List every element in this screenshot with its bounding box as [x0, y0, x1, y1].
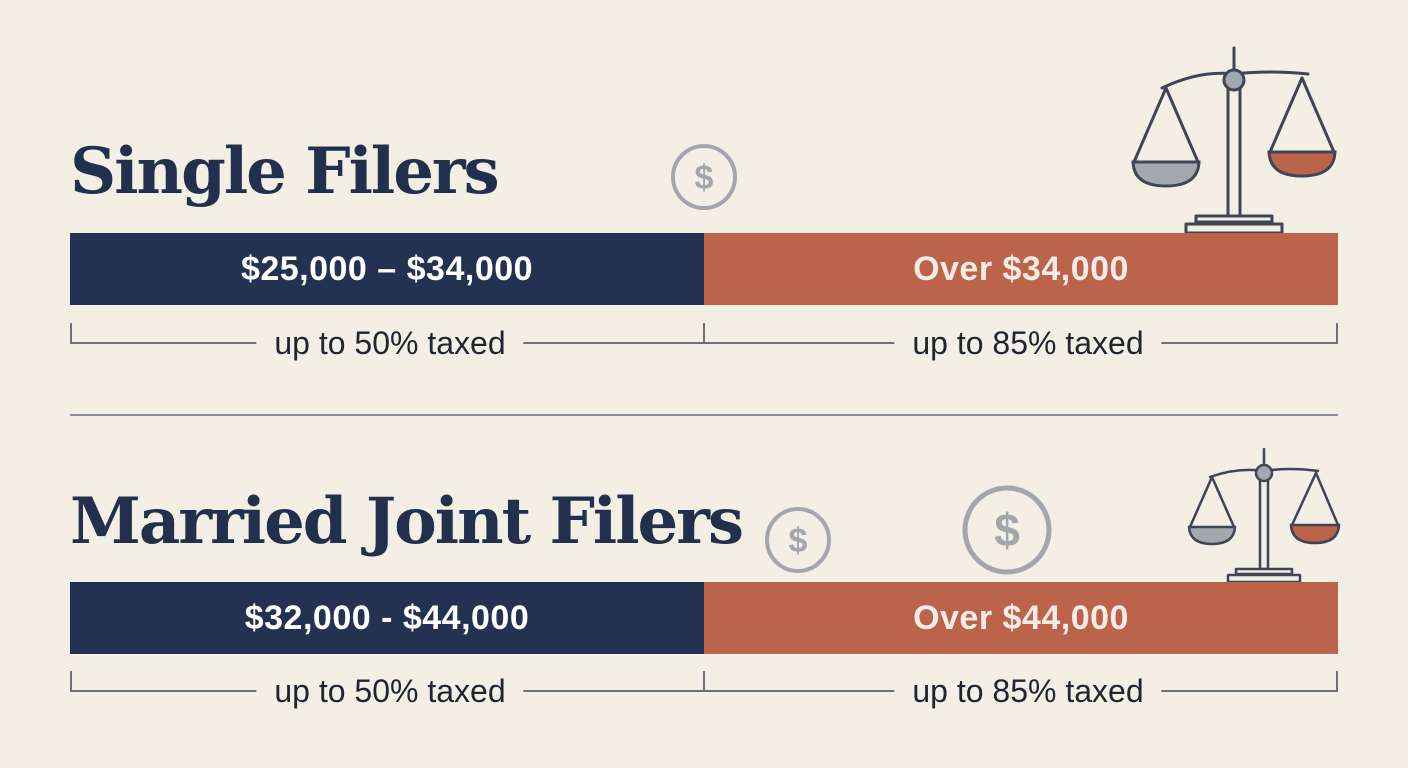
section-title: Married Joint Filers: [70, 484, 744, 559]
svg-text:$: $: [789, 522, 808, 560]
balance-scale-icon: [1131, 46, 1337, 235]
svg-text:$: $: [994, 504, 1020, 556]
income-range-upper: Over $44,000: [704, 582, 1338, 654]
income-range-upper: Over $34,000: [704, 233, 1338, 305]
upper-tax-note: up to 85% taxed: [894, 671, 1162, 711]
section-title: Single Filers: [70, 134, 500, 209]
tax-bracket-bracket: up to 50% taxed up to 85% taxed: [70, 671, 1338, 711]
dollar-coin-icon: $: [962, 485, 1052, 575]
dollar-coin-icon: $: [671, 144, 737, 210]
svg-text:$: $: [695, 159, 714, 197]
income-range-lower: $32,000 - $44,000: [70, 582, 704, 654]
tax-bracket-bracket: up to 50% taxed up to 85% taxed: [70, 323, 1338, 363]
dollar-coin-icon: $: [765, 507, 831, 573]
lower-tax-note: up to 50% taxed: [256, 671, 524, 711]
income-range-lower: $25,000 – $34,000: [70, 233, 704, 305]
section-divider: [70, 414, 1338, 416]
balance-scale-icon: [1187, 447, 1341, 584]
upper-tax-note: up to 85% taxed: [894, 323, 1162, 363]
lower-tax-note: up to 50% taxed: [256, 323, 524, 363]
